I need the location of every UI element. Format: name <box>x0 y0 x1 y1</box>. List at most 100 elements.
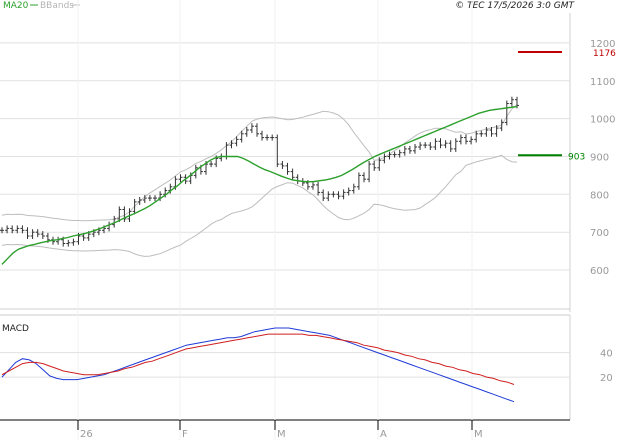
candle <box>453 138 458 152</box>
candle <box>341 189 346 200</box>
macd-title: MACD <box>2 324 29 334</box>
x-ticks: 26 F M A M <box>77 420 483 440</box>
candle <box>382 153 387 164</box>
candle <box>66 239 71 247</box>
candle <box>239 130 244 143</box>
price-y-tick: 1100 <box>590 77 615 88</box>
price-y-tick: 700 <box>590 228 609 239</box>
candle <box>331 191 336 198</box>
candle <box>30 229 35 239</box>
candle <box>244 127 249 137</box>
candle <box>402 145 407 156</box>
candle <box>346 187 351 196</box>
candle <box>407 145 412 154</box>
macd-layer: 40 20 <box>0 327 613 403</box>
price-y-tick: 900 <box>590 153 609 164</box>
candle <box>336 191 341 200</box>
candle <box>132 198 137 215</box>
level-label-0: 1176 <box>593 49 616 59</box>
candle <box>260 130 264 141</box>
candle <box>209 161 214 168</box>
candle <box>40 231 45 239</box>
candle <box>35 229 40 238</box>
candle <box>290 168 295 181</box>
levels: 1176 903 <box>518 49 616 162</box>
candle <box>137 197 142 205</box>
candle <box>397 149 402 158</box>
candle <box>270 134 275 141</box>
ma20-layer <box>1 105 518 265</box>
price-y-tick: 800 <box>590 190 609 201</box>
candle <box>418 142 423 150</box>
x-tick-label: M <box>277 429 286 440</box>
bband-upper <box>1 104 518 222</box>
candle <box>351 183 356 194</box>
candle <box>71 238 76 246</box>
candle <box>479 130 484 137</box>
candle <box>443 140 448 149</box>
y-ticks: 1200 1100 1000 900 800 700 600 <box>590 39 615 277</box>
candle <box>392 151 397 158</box>
candle <box>56 236 61 245</box>
legend-ma20: MA20 <box>3 1 29 11</box>
x-tick-label: M <box>474 429 483 440</box>
candle <box>117 206 122 222</box>
macd-y-tick: 40 <box>600 349 613 360</box>
candle <box>362 172 366 183</box>
macd-series-signal <box>1 333 515 385</box>
level-label-1: 903 <box>568 152 585 162</box>
candle <box>356 172 361 190</box>
candle <box>448 140 453 152</box>
candle <box>153 195 157 202</box>
candle <box>280 161 285 169</box>
candle <box>326 191 331 202</box>
candle <box>458 134 463 145</box>
bband-lower <box>1 154 518 257</box>
candle <box>464 134 468 145</box>
candle <box>25 227 30 239</box>
x-tick-label: A <box>380 429 387 440</box>
candle <box>316 181 321 196</box>
candle <box>147 195 152 202</box>
candle <box>515 96 519 109</box>
candle <box>229 140 234 149</box>
candle <box>377 157 382 171</box>
candle <box>122 206 127 222</box>
price-y-tick: 600 <box>590 266 609 277</box>
legend-bbands: BBands <box>40 1 74 11</box>
candle <box>249 123 254 133</box>
bollinger-bands <box>1 104 518 257</box>
x-tick-label: 26 <box>80 429 93 440</box>
candle <box>494 125 499 137</box>
price-y-tick: 1200 <box>590 39 615 50</box>
candle <box>275 134 280 168</box>
macd-series-macd <box>1 327 515 403</box>
candle <box>265 134 270 141</box>
candle <box>469 136 474 145</box>
grid <box>0 0 570 440</box>
candle <box>234 136 239 147</box>
candle <box>10 225 15 234</box>
candle <box>15 225 20 234</box>
candle <box>509 96 514 107</box>
x-tick-label: F <box>182 429 188 440</box>
candle <box>433 138 438 150</box>
candle <box>295 174 300 185</box>
candle <box>372 161 377 171</box>
candle <box>178 174 183 183</box>
candle <box>107 221 112 232</box>
candle <box>504 100 509 126</box>
candle <box>474 130 479 143</box>
copyright-text: © TEC 17/5/2026 3:0 GMT <box>455 1 575 11</box>
candle <box>285 162 290 175</box>
candle <box>255 123 259 137</box>
candle <box>413 144 417 154</box>
macd-y-tick: 20 <box>600 373 613 384</box>
ma20-line <box>1 105 518 265</box>
price-y-tick: 1000 <box>590 115 615 126</box>
candle <box>5 225 10 234</box>
candle <box>311 181 315 190</box>
candle <box>112 215 117 228</box>
